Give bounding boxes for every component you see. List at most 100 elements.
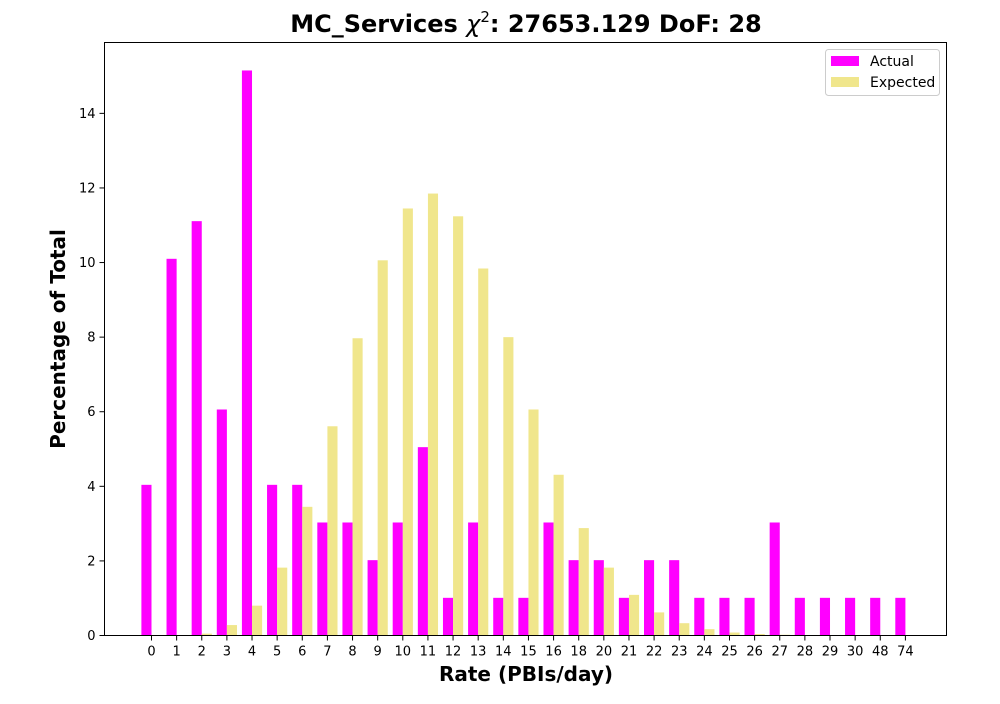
y-tick-label: 4 <box>87 480 95 495</box>
chart-title: MC_Services χ2: 27653.129 DoF: 28 <box>290 8 762 38</box>
x-tick-label: 30 <box>847 645 864 660</box>
chart-title-suffix: : 27653.129 DoF: 28 <box>490 10 762 38</box>
x-tick-label: 2 <box>198 645 206 660</box>
bar-actual-20 <box>594 560 604 635</box>
chart-title-symbol: χ <box>464 10 481 38</box>
bar-actual-24 <box>694 598 704 636</box>
y-tick-label: 2 <box>87 554 95 569</box>
bar-actual-15 <box>518 598 528 636</box>
x-tick-label: 1 <box>172 645 180 660</box>
x-tick-label: 29 <box>822 645 839 660</box>
x-tick-label: 14 <box>495 645 512 660</box>
bar-actual-22 <box>644 560 654 635</box>
bar-actual-18 <box>569 560 579 635</box>
x-tick-label: 20 <box>596 645 613 660</box>
x-tick-label: 22 <box>646 645 663 660</box>
y-tick-label: 14 <box>79 107 96 122</box>
bar-actual-4 <box>242 70 252 635</box>
bar-expected-20 <box>604 568 614 636</box>
x-tick-label: 15 <box>520 645 537 660</box>
x-tick-label: 4 <box>248 645 256 660</box>
x-tick-label: 13 <box>470 645 487 660</box>
legend-label-actual: Actual <box>870 54 914 70</box>
plot-frame <box>105 43 947 636</box>
bar-actual-7 <box>317 522 327 635</box>
x-axis-label: Rate (PBIs/day) <box>439 662 613 686</box>
bars-layer <box>141 70 905 635</box>
bar-actual-48 <box>870 598 880 636</box>
bar-actual-25 <box>719 598 729 636</box>
bar-actual-0 <box>141 485 151 636</box>
x-tick-label: 74 <box>897 645 914 660</box>
bar-expected-10 <box>403 208 413 635</box>
y-tick-label: 8 <box>87 331 95 346</box>
legend: Actual Expected <box>826 50 940 96</box>
bar-actual-21 <box>619 598 629 636</box>
x-tick-label: 6 <box>298 645 306 660</box>
bar-actual-13 <box>468 522 478 635</box>
bar-expected-12 <box>453 216 463 635</box>
x-tick-label: 11 <box>420 645 437 660</box>
x-tick-label: 26 <box>746 645 763 660</box>
bar-expected-3 <box>227 625 237 635</box>
bar-actual-2 <box>192 221 202 635</box>
x-tick-label: 21 <box>621 645 638 660</box>
bar-actual-14 <box>493 598 503 636</box>
bar-actual-29 <box>820 598 830 636</box>
x-tick-label: 8 <box>348 645 356 660</box>
legend-swatch-expected <box>831 77 859 87</box>
x-tick-label: 18 <box>570 645 587 660</box>
x-tick-label: 16 <box>545 645 562 660</box>
bar-actual-26 <box>745 598 755 636</box>
legend-swatch-actual <box>831 56 859 66</box>
bar-actual-23 <box>669 560 679 635</box>
bar-actual-30 <box>845 598 855 636</box>
x-tick-label: 24 <box>696 645 713 660</box>
bar-expected-15 <box>528 409 538 635</box>
x-tick-label: 25 <box>721 645 738 660</box>
x-tick-label: 48 <box>872 645 889 660</box>
bar-expected-14 <box>503 337 513 635</box>
x-tick-label: 28 <box>797 645 814 660</box>
x-tick-label: 7 <box>323 645 331 660</box>
bar-actual-8 <box>342 522 352 635</box>
legend-label-expected: Expected <box>870 75 935 91</box>
bar-actual-10 <box>393 522 403 635</box>
bar-expected-5 <box>277 568 287 636</box>
y-tick-label: 0 <box>87 629 95 644</box>
bar-expected-13 <box>478 269 488 636</box>
y-axis: 0 2 4 6 8 10 12 14 <box>79 107 105 644</box>
x-tick-label: 5 <box>273 645 281 660</box>
bar-expected-6 <box>302 507 312 636</box>
bar-expected-8 <box>353 338 363 635</box>
x-tick-label: 27 <box>771 645 788 660</box>
bar-actual-5 <box>267 485 277 636</box>
bar-expected-21 <box>629 595 639 636</box>
bar-expected-24 <box>704 629 714 635</box>
bar-expected-4 <box>252 606 262 636</box>
y-tick-label: 10 <box>79 256 96 271</box>
chart-title-prefix: MC_Services <box>290 10 466 38</box>
x-tick-label: 12 <box>445 645 462 660</box>
bar-actual-1 <box>167 259 177 636</box>
bar-actual-28 <box>795 598 805 636</box>
bar-expected-18 <box>579 528 589 635</box>
bar-expected-16 <box>554 475 564 636</box>
y-tick-label: 12 <box>79 181 96 196</box>
bar-actual-27 <box>770 522 780 635</box>
x-tick-label: 10 <box>395 645 412 660</box>
y-axis-label: Percentage of Total <box>46 229 70 449</box>
bar-expected-22 <box>654 612 664 635</box>
x-tick-label: 0 <box>147 645 155 660</box>
bar-actual-12 <box>443 598 453 636</box>
bar-expected-23 <box>679 623 689 635</box>
x-tick-label: 3 <box>223 645 231 660</box>
bar-actual-6 <box>292 485 302 636</box>
y-tick-label: 6 <box>87 405 95 420</box>
x-tick-label: 9 <box>374 645 382 660</box>
bar-actual-16 <box>543 522 553 635</box>
bar-expected-7 <box>327 426 337 635</box>
